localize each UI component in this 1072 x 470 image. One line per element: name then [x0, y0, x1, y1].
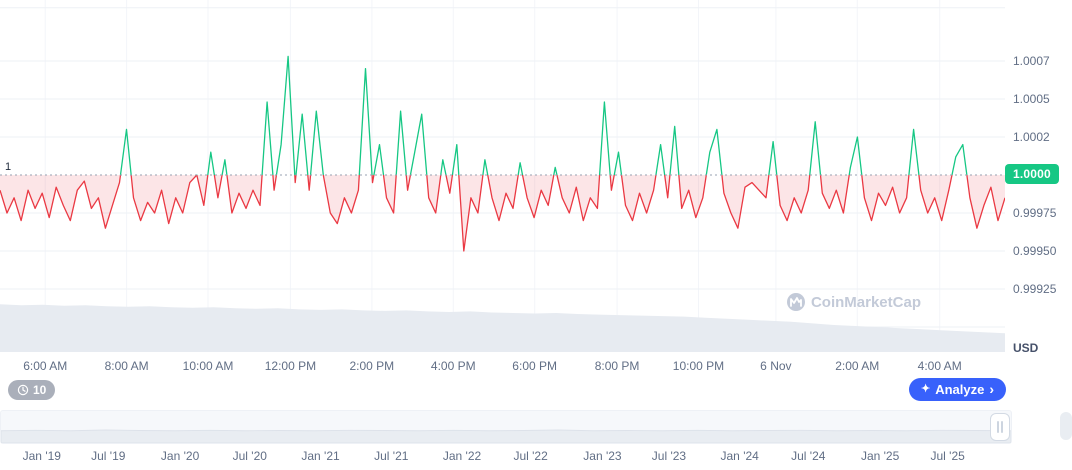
date-axis-label: Jul '24	[791, 449, 826, 463]
x-axis: 6:00 AM 8:00 AM 10:00 AM 12:00 PM 2:00 PM 4:0…	[0, 359, 1005, 377]
watermark: CoinMarketCap	[786, 292, 921, 312]
y-axis-label: 0.99975	[1013, 206, 1057, 220]
x-axis-label: 8:00 PM	[594, 359, 640, 373]
coinmarketcap-logo-icon	[786, 293, 805, 311]
date-axis-label: Jul '20	[232, 449, 267, 463]
date-axis-label: Jan '25	[860, 449, 900, 463]
date-axis-label: Jul '21	[374, 449, 409, 463]
grip-icon	[1001, 421, 1003, 433]
date-axis-label: Jan '20	[160, 449, 200, 463]
x-axis-label: 10:00 AM	[182, 359, 234, 373]
history-count: 10	[33, 383, 47, 397]
analyze-button[interactable]: ✦ Analyze ›	[908, 378, 1006, 401]
x-axis-label: 6 Nov	[760, 359, 792, 373]
current-price-badge: 1.0000	[1005, 164, 1059, 184]
x-axis-label: 6:00 AM	[23, 359, 68, 373]
minimap-chart	[1, 429, 1011, 443]
date-range-scrubber[interactable]	[0, 410, 1012, 444]
price-chart[interactable]: 1 CoinMarketCap	[0, 0, 1005, 352]
date-axis-label: Jul '23	[651, 449, 687, 463]
x-axis-label: 6:00 PM	[512, 359, 558, 373]
date-axis-label: Jan '19	[22, 449, 61, 463]
x-axis-label: 8:00 AM	[104, 359, 149, 373]
x-axis-label: 10:00 PM	[672, 359, 725, 373]
date-axis-label: Jan '21	[301, 449, 340, 463]
grip-icon	[997, 421, 999, 433]
analyze-label: Analyze	[935, 382, 985, 397]
chevron-right-icon: ›	[989, 381, 994, 397]
date-axis-label: Jul '19	[91, 449, 126, 463]
y-axis-unit-label: USD	[1013, 341, 1039, 355]
scrubber-right-handle[interactable]	[990, 413, 1010, 441]
date-axis-label: Jul '22	[513, 449, 548, 463]
watermark-text: CoinMarketCap	[810, 293, 921, 311]
y-axis-label: 1.0002	[1013, 130, 1050, 144]
y-axis-label: 0.99925	[1013, 282, 1057, 296]
scrollbar-thumb[interactable]	[1060, 412, 1072, 440]
date-axis-label: Jan '22	[442, 449, 482, 463]
price-chart-svg[interactable]	[0, 0, 1005, 352]
history-badge[interactable]: 10	[8, 380, 56, 400]
y-axis: 1.0000 USD 1.0007 1.0005 1.0002 0.99975 0.99…	[1005, 0, 1072, 356]
chart-toolbar: 10 ✦ Analyze ›	[0, 378, 1072, 406]
baseline-left-label: 1	[5, 161, 12, 173]
date-axis-label: Jul '25	[930, 449, 965, 463]
x-axis-label: 4:00 PM	[430, 359, 476, 373]
x-axis-label: 12:00 PM	[264, 359, 317, 373]
x-axis-label: 4:00 AM	[917, 359, 962, 373]
date-axis-label: Jan '23	[583, 449, 622, 463]
y-axis-label: 1.0005	[1013, 92, 1050, 106]
x-axis-label: 2:00 AM	[835, 359, 880, 373]
history-clock-icon	[17, 384, 29, 396]
date-axis-label: Jan '24	[720, 449, 759, 463]
y-axis-label: 1.0007	[1013, 54, 1050, 68]
date-axis: Jan '19 Jul '19 Jan '20 Jul '20 Jan '21 Jul '…	[0, 449, 1072, 467]
y-axis-label: 0.99950	[1013, 244, 1057, 258]
spark-icon: ✦	[920, 383, 931, 395]
x-axis-label: 2:00 PM	[349, 359, 395, 373]
